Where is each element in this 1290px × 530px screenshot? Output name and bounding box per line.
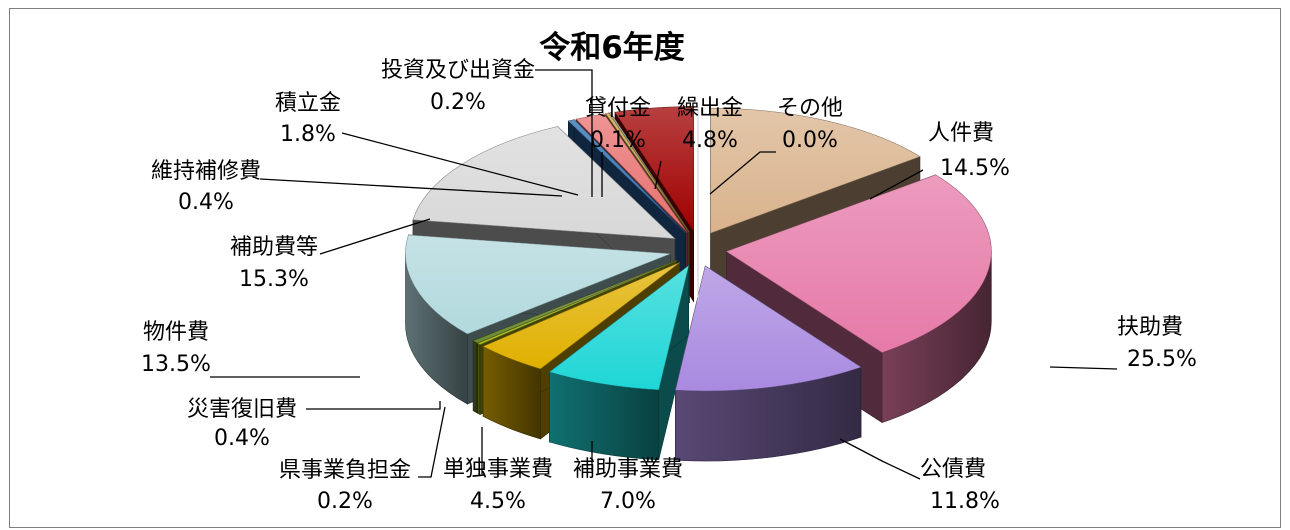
slice-value-label: 1.8% <box>280 122 336 147</box>
slice-top-gloss <box>710 108 920 234</box>
slice-name-label: 単独事業費 <box>443 457 553 482</box>
slice-label-group: 貸付金 0.1% <box>585 96 651 197</box>
slice-name-label: 繰出金 <box>677 96 743 121</box>
slice-name-label: 積立金 <box>275 91 341 116</box>
slice-name-label: 補助費等 <box>230 235 318 260</box>
slice-top-gloss <box>477 260 677 345</box>
slice-value-label: 0.4% <box>214 426 270 451</box>
slice-value-label: 0.2% <box>317 489 373 514</box>
slice-label-group: 県事業負担金 0.2% <box>279 406 446 514</box>
slice-label-group: 積立金 1.8% <box>275 91 579 196</box>
slice-top-gloss <box>473 260 677 344</box>
slice-top-gloss <box>412 126 675 239</box>
leader-line <box>341 132 579 196</box>
leader-line <box>654 160 662 190</box>
slice-label-group: 物件費 13.5% <box>141 320 360 378</box>
slice-top-gloss <box>576 113 688 233</box>
leader-line <box>1049 366 1118 370</box>
slice-value-label: 0.1% <box>590 128 646 153</box>
pie-slice <box>548 264 690 461</box>
slice-label-group: 公債費 11.8% <box>839 438 1000 514</box>
slice-label-group: 災害復旧費 0.4% <box>187 397 441 451</box>
slice-top-gloss <box>614 106 694 232</box>
slice-value-label: 7.0% <box>600 489 656 514</box>
slice-name-label: 物件費 <box>143 320 209 345</box>
slice-side-shade <box>483 346 541 439</box>
leader-line <box>709 151 776 195</box>
slice-side-shade <box>477 343 481 415</box>
slice-name-label: 県事業負担金 <box>279 458 411 483</box>
slice-side-shade <box>882 251 992 423</box>
leader-line <box>259 178 563 197</box>
slice-label-group: 補助費等 15.3% <box>230 218 431 292</box>
chart-title: 令和6年度 <box>539 30 685 66</box>
slice-value-label: 13.5% <box>141 352 211 377</box>
slice-side-shade <box>675 367 862 462</box>
slice-label-group: 維持補修費 0.4% <box>151 159 563 215</box>
slice-side-shade <box>549 372 659 460</box>
chart-frame: 人件費 14.5% 扶助費 25.5% 公債費 11.8% 補助事業費 7.0% 単独事業費 4.… <box>9 8 1281 528</box>
slice-top-gloss <box>675 266 862 392</box>
pie-slices <box>405 106 992 462</box>
slice-name-label: 貸付金 <box>585 96 651 121</box>
slice-side-shade <box>473 340 478 414</box>
slice-value-label: 0.2% <box>430 90 486 115</box>
leader-line <box>869 169 924 200</box>
slice-value-label: 14.5% <box>940 156 1010 181</box>
slice-top-gloss <box>726 174 992 353</box>
slice-label-group: 投資及び出資金 0.2% <box>381 58 593 197</box>
slice-name-label: 補助事業費 <box>573 457 683 482</box>
slice-label-group: 扶助費 25.5% <box>1049 315 1197 372</box>
leader-line <box>535 69 593 197</box>
slice-value-label: 25.5% <box>1127 347 1197 372</box>
slice-label-group: 人件費 14.5% <box>869 121 1010 200</box>
slice-label-group: 補助事業費 7.0% <box>573 441 683 514</box>
slice-label-group: 単独事業費 4.5% <box>443 427 553 514</box>
slice-name-label: その他 <box>777 96 843 121</box>
slice-labels: 人件費 14.5% 扶助費 25.5% 公債費 11.8% 補助事業費 7.0% 単独事業費 4.… <box>141 58 1197 514</box>
slice-value-label: 15.3% <box>239 267 309 292</box>
slice-name-label: 扶助費 <box>1117 315 1183 340</box>
slice-value-label: 0.0% <box>782 128 838 153</box>
pie-chart: 人件費 14.5% 扶助費 25.5% 公債費 11.8% 補助事業費 7.0% 単独事業費 4.… <box>141 30 1197 514</box>
slice-value-label: 0.4% <box>178 190 234 215</box>
slice-label-group: その他 0.0% <box>709 96 843 195</box>
pie-slice <box>675 265 862 462</box>
slice-top-gloss <box>483 262 680 369</box>
slice-top-gloss <box>568 119 686 234</box>
slice-side-shade <box>405 253 468 405</box>
leader-line <box>319 218 431 255</box>
slice-value-label: 11.8% <box>930 489 1000 514</box>
slice-top-gloss <box>405 234 671 335</box>
slice-name-label: 投資及び出資金 <box>381 58 535 83</box>
leader-line <box>306 401 441 410</box>
leader-line <box>418 406 446 478</box>
slice-value-label: 4.8% <box>682 128 738 153</box>
slice-top-gloss <box>605 113 690 233</box>
slice-value-label: 4.5% <box>470 489 526 514</box>
slice-name-label: 公債費 <box>920 457 986 482</box>
slice-label-group: 繰出金 4.8% <box>654 96 743 190</box>
slice-name-label: 人件費 <box>928 121 994 146</box>
slice-name-label: 災害復旧費 <box>187 397 297 422</box>
leader-line <box>839 438 921 480</box>
slice-top-gloss <box>549 265 689 390</box>
slice-name-label: 維持補修費 <box>151 159 261 184</box>
